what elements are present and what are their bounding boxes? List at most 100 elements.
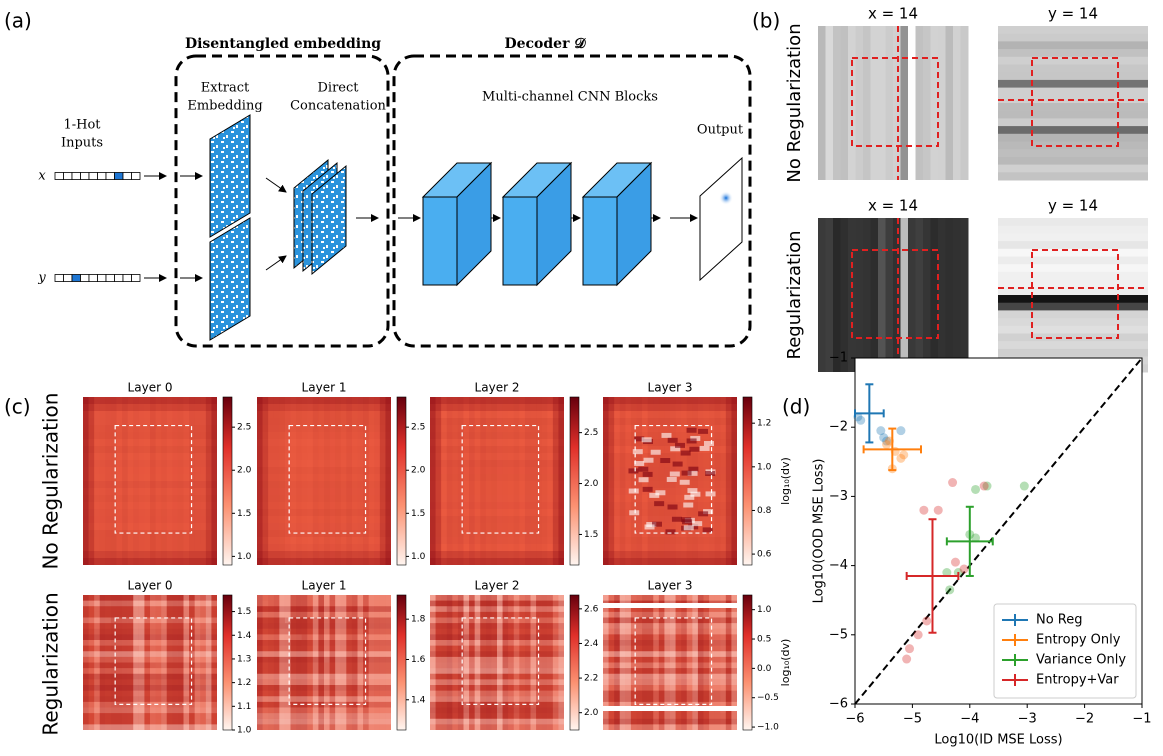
- decoder-title: Decoder 𝒟: [504, 36, 586, 52]
- heatmap-row: [83, 600, 217, 607]
- heatmap-row: [430, 397, 564, 404]
- heatmap-column: [446, 397, 453, 565]
- colorbar-tick-label: 2.2: [584, 674, 598, 684]
- heatmap-row: [998, 156, 1148, 166]
- heatmap-column: [172, 397, 178, 565]
- heatmap: [998, 26, 1148, 181]
- x-tick-label: −2: [1075, 712, 1094, 727]
- heatmap-row: [83, 425, 217, 432]
- heatmap-column: [116, 595, 123, 730]
- colorbar: [396, 594, 407, 731]
- heatmap-column: [900, 218, 909, 372]
- heatmap-row: [603, 696, 737, 702]
- roi-box: [114, 617, 193, 705]
- heatmap-column: [144, 595, 150, 730]
- heatmap-row: [603, 467, 737, 474]
- one-hot-cell: [63, 274, 73, 282]
- legend-label: Variance Only: [1036, 653, 1126, 668]
- roi-box: [1031, 249, 1119, 339]
- heatmap-row: [83, 679, 217, 685]
- heatmap-column: [530, 397, 537, 565]
- heatmap-row: [430, 724, 564, 730]
- heatmap-column: [301, 595, 308, 730]
- heatmap-row: [603, 623, 737, 629]
- heatmap-row: [430, 690, 564, 697]
- heatmap-row: [83, 718, 217, 725]
- heatmap-cell: [644, 524, 655, 530]
- heatmap-column: [122, 595, 128, 730]
- heatmap-column: [923, 218, 931, 372]
- heatmap-column: [469, 397, 475, 565]
- colorbar-tick-label: 1.2: [757, 419, 771, 429]
- heatmap-cell: [650, 449, 661, 455]
- heatmap-column: [491, 397, 497, 565]
- heatmap-column: [374, 397, 380, 565]
- scatter-point: [922, 616, 932, 626]
- heatmap-column: [457, 595, 464, 730]
- heatmap-row: [257, 707, 391, 714]
- output-blob: [719, 191, 733, 205]
- heatmap-row: [603, 662, 737, 669]
- heatmap-row: [603, 724, 737, 730]
- heatmap-cell: [629, 510, 640, 516]
- heatmap-column: [110, 595, 117, 730]
- heatmap-row: [430, 679, 564, 685]
- heatmap-row: [257, 668, 391, 674]
- heatmap-column: [268, 397, 274, 565]
- heatmap-column: [351, 595, 358, 730]
- one-hot-cell: [71, 274, 81, 282]
- roi-box: [461, 617, 540, 705]
- roi-box: [634, 424, 713, 534]
- heatmap-column: [647, 595, 654, 730]
- heatmap-cell: [687, 470, 698, 476]
- heatmap-row: [998, 149, 1148, 158]
- heatmap-column: [675, 397, 682, 565]
- heatmap-column: [83, 595, 89, 730]
- cube-front: [422, 196, 458, 286]
- heatmap-row: [257, 656, 391, 663]
- heatmap-column: [915, 218, 924, 372]
- heatmap-row: [257, 425, 391, 432]
- heatmap-row: [430, 611, 564, 618]
- heatmap: [257, 397, 391, 565]
- heatmap-row: [430, 544, 564, 551]
- colorbar-tick-label: 1.8: [411, 615, 426, 625]
- heatmap-cell: [688, 466, 699, 472]
- heatmap-row: [430, 640, 564, 646]
- row-label: No Regularization: [39, 393, 63, 570]
- heatmap-row: [257, 537, 391, 544]
- heatmap-row: [257, 495, 391, 502]
- heatmap-row: [998, 41, 1148, 50]
- heatmap-row: [998, 333, 1148, 342]
- one-hot-cell: [88, 172, 98, 180]
- heatmap-base: [257, 397, 391, 565]
- legend-symbol: [1002, 654, 1028, 666]
- colorbar-tick-label: 1.3: [237, 654, 251, 664]
- heatmap-row: [998, 241, 1148, 250]
- heatmap-row: [430, 656, 564, 663]
- heatmap-column: [290, 595, 297, 730]
- heatmap-row: [430, 673, 564, 680]
- heatmap-column: [430, 595, 436, 730]
- heatmap-row: [257, 617, 391, 624]
- y-tick-label: −2: [829, 420, 848, 435]
- colorbar-tick-label: 1.2: [237, 678, 251, 688]
- x-tick-label: −1: [1132, 712, 1151, 727]
- heatmap-column: [818, 218, 826, 372]
- colorbar-tick-label: 2.5: [584, 428, 598, 438]
- colorbar-tick-label: 0.6: [757, 550, 772, 560]
- heatmap-column: [930, 26, 939, 180]
- heatmap-column: [703, 595, 710, 730]
- x-tick-label: −4: [960, 712, 979, 727]
- heatmap-column: [541, 595, 548, 730]
- heatmap-cell: [634, 436, 645, 442]
- heatmap-column: [953, 218, 961, 372]
- heatmap-column: [211, 595, 217, 730]
- heatmap-cell: [698, 428, 709, 434]
- legend-label: Entropy Only: [1036, 633, 1121, 648]
- arrow: [265, 177, 287, 193]
- heatmap-row: [998, 87, 1148, 96]
- heatmap-row: [257, 679, 391, 685]
- heatmap-row: [83, 640, 217, 646]
- y-tick-label: −3: [829, 489, 848, 504]
